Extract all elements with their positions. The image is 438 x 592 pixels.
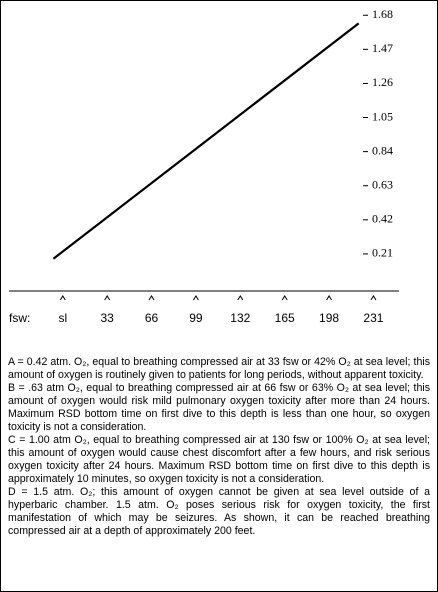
x-tick-label: sl [58, 311, 67, 325]
x-tick-label: 33 [100, 311, 114, 325]
x-tick-label: 66 [145, 311, 159, 325]
note-paragraph: B = .63 atm O₂, equal to breathing compr… [8, 382, 430, 433]
x-tick-label: 198 [319, 311, 339, 325]
data-line [52, 22, 360, 260]
x-tick-label: 231 [363, 311, 383, 325]
notes: A = 0.42 atm. O₂, equal to breathing com… [8, 356, 430, 538]
y-tick-label: 1.26 [372, 75, 393, 89]
y-tick-label: 1.68 [372, 7, 393, 21]
x-tick-label: 99 [189, 311, 203, 325]
x-tick-mark [193, 295, 199, 301]
note-paragraph: A = 0.42 atm. O₂, equal to breathing com… [8, 356, 430, 381]
x-tick-mark [370, 295, 377, 301]
x-tick-label: 165 [275, 311, 295, 325]
note-paragraph: C = 1.00 atm O₂, equal to breathing comp… [8, 434, 430, 485]
y-tick-label: 0.42 [372, 212, 393, 226]
y-tick-label: 0.21 [372, 246, 393, 260]
x-tick-mark [281, 295, 288, 301]
x-axis-label: fsw: [9, 311, 30, 325]
x-tick-mark [237, 295, 244, 301]
y-tick-label: 0.84 [372, 143, 393, 157]
x-tick-label: 132 [230, 311, 250, 325]
x-tick-mark [104, 295, 111, 301]
x-tick-mark [148, 295, 155, 301]
x-tick-mark [326, 295, 332, 301]
y-tick-label: 1.47 [372, 41, 393, 55]
note-paragraph: D = 1.5 atm. O₂; this amount of oxygen c… [8, 486, 430, 537]
chart: fsw: sl 33 66 99 132 165 198 231 0.21 0.42 0.63 0.8… [9, 7, 399, 325]
y-tick-label: 1.05 [372, 109, 393, 123]
y-tick-label: 0.63 [372, 177, 393, 191]
x-tick-mark [59, 295, 66, 301]
